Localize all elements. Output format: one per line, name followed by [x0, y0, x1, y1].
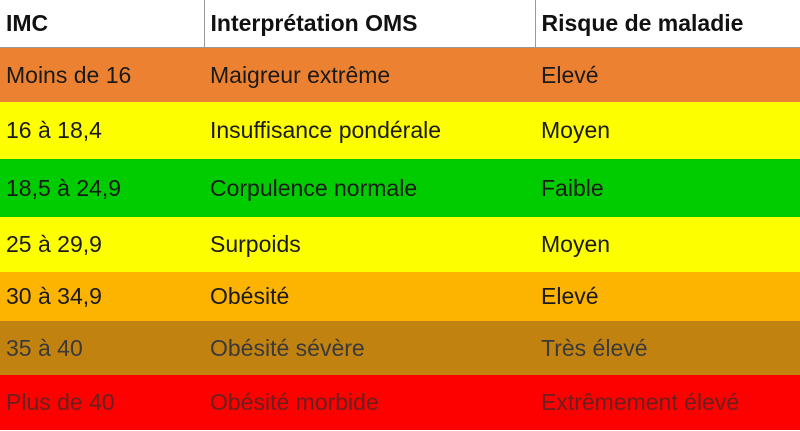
cell-imc: Moins de 16 — [6, 61, 132, 88]
cell-imc: 25 à 29,9 — [6, 231, 102, 257]
cell-imc: 35 à 40 — [6, 334, 83, 361]
cell-interpretation: Maigreur extrême — [210, 61, 391, 88]
cell-risk: Faible — [541, 174, 604, 201]
table-row: Plus de 40 Obésité morbide Extrêmement é… — [0, 375, 800, 430]
table-row: 18,5 à 24,9 Corpulence normale Faible — [0, 159, 800, 217]
cell-risk: Moyen — [541, 117, 611, 143]
cell-interpretation: Corpulence normale — [210, 174, 418, 201]
header-row: IMC Interprétation OMS Risque de maladie — [0, 0, 800, 48]
table-row: 16 à 18,4 Insuffisance pondérale Moyen — [0, 102, 800, 159]
cell-interpretation: Obésité — [210, 283, 290, 309]
header-interpretation: Interprétation OMS — [203, 0, 535, 48]
table-row: 35 à 40 Obésité sévère Très élevé — [0, 321, 800, 375]
cell-interpretation: Obésité sévère — [210, 334, 365, 361]
cell-risk: Très élevé — [541, 334, 648, 361]
cell-interpretation: Obésité morbide — [210, 389, 379, 415]
cell-risk: Elevé — [541, 283, 599, 309]
cell-imc: Plus de 40 — [6, 389, 115, 415]
cell-risk: Moyen — [541, 231, 611, 257]
table-row: 30 à 34,9 Obésité Elevé — [0, 272, 800, 321]
cell-interpretation: Surpoids — [210, 231, 301, 257]
cell-risk: Elevé — [541, 61, 599, 88]
cell-imc: 16 à 18,4 — [6, 117, 102, 143]
cell-imc: 18,5 à 24,9 — [6, 174, 122, 201]
table-row: Moins de 16 Maigreur extrême Elevé — [0, 47, 800, 102]
header-risk: Risque de maladie — [534, 0, 800, 48]
cell-interpretation: Insuffisance pondérale — [210, 117, 442, 143]
cell-risk: Extrêmement élevé — [541, 389, 740, 415]
table-row: 25 à 29,9 Surpoids Moyen — [0, 217, 800, 272]
header-imc: IMC — [0, 0, 204, 48]
cell-imc: 30 à 34,9 — [6, 283, 102, 309]
